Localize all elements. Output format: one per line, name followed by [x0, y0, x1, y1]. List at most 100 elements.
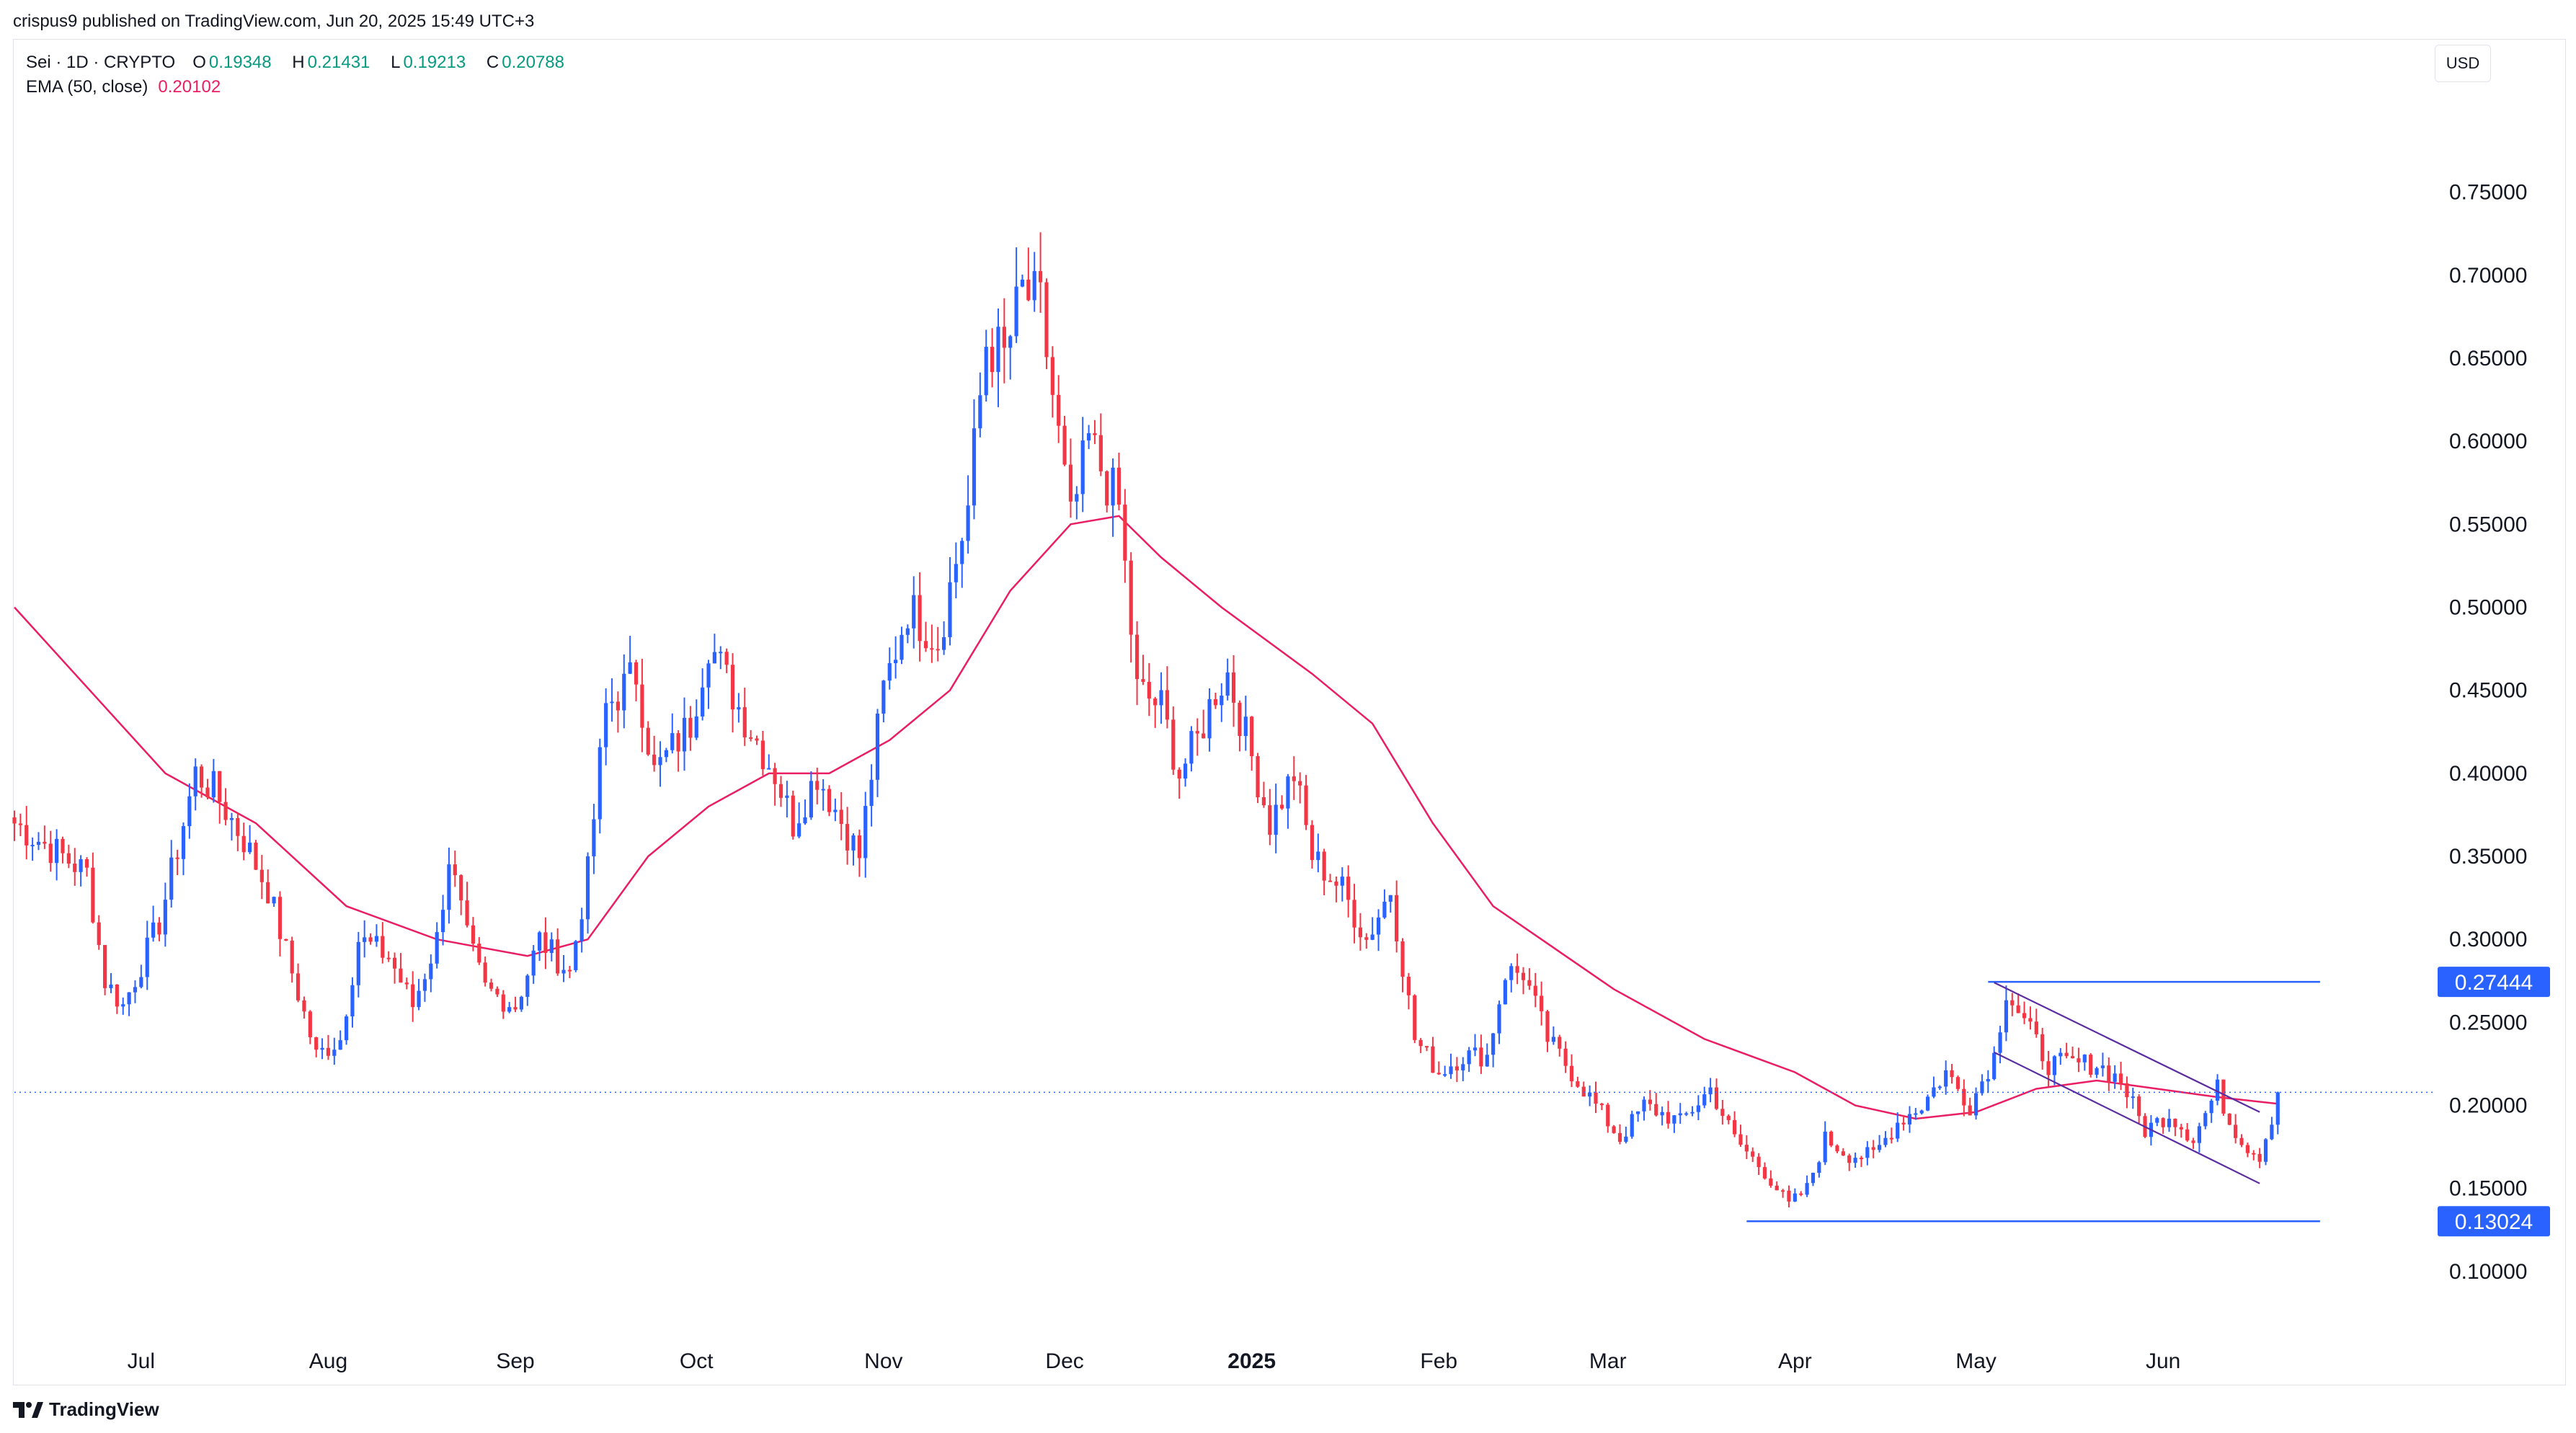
candle-body — [1057, 394, 1061, 426]
candle-down — [742, 688, 747, 746]
candle-body — [1968, 1105, 1972, 1116]
candle-body — [803, 817, 807, 824]
candle-body — [845, 824, 850, 851]
candle-body — [277, 897, 283, 939]
candle-up — [2215, 1074, 2220, 1106]
candle-up — [211, 758, 216, 803]
currency-button[interactable]: USD — [2435, 45, 2491, 82]
candle-body — [1165, 690, 1170, 720]
candle-up — [1937, 1085, 1942, 1090]
candle-body — [1865, 1147, 1870, 1158]
candle-body — [652, 754, 657, 766]
candle-up — [1491, 1032, 1496, 1068]
candle-down — [205, 778, 210, 799]
candle-down — [1479, 1034, 1483, 1074]
candle-down — [91, 852, 95, 924]
candle-body — [519, 996, 524, 1010]
candle-body — [1515, 966, 1519, 973]
candle-body — [1617, 1132, 1622, 1143]
candle-up — [767, 754, 771, 770]
candle-body — [833, 809, 838, 812]
candle-body — [290, 940, 294, 974]
candle-body — [1304, 785, 1308, 825]
candle-down — [845, 807, 850, 865]
candle-body — [1950, 1070, 1954, 1078]
candle-down — [791, 790, 795, 840]
candle-up — [338, 1030, 342, 1050]
candle-body — [815, 781, 820, 790]
candle-up — [1473, 1034, 1478, 1057]
candle-down — [266, 869, 270, 904]
candle-up — [2131, 1087, 2135, 1109]
candle-body — [1479, 1047, 1483, 1067]
candle-down — [223, 788, 228, 825]
candle-down — [254, 840, 258, 870]
candle-down — [2064, 1042, 2069, 1059]
candle-up — [1877, 1135, 1882, 1153]
candle-body — [676, 733, 680, 752]
candle-down — [652, 735, 657, 772]
candle-down — [1334, 876, 1338, 902]
candle-up — [79, 855, 83, 887]
candle-body — [894, 660, 898, 663]
candle-body — [489, 982, 494, 989]
candle-down — [1141, 655, 1145, 686]
candle-body — [163, 900, 167, 935]
candle-body — [320, 1047, 324, 1050]
candle-body — [1473, 1047, 1478, 1051]
candle-down — [1781, 1189, 1785, 1198]
candle-up — [2197, 1122, 2202, 1153]
candle-body — [2167, 1118, 2172, 1127]
candle-up — [1907, 1106, 1912, 1133]
candle-down — [1769, 1170, 1773, 1188]
candle-body — [1032, 271, 1036, 301]
candle-up — [332, 1037, 337, 1065]
candle-up — [706, 660, 711, 709]
candle-body — [2252, 1153, 2256, 1155]
price-tag: 0.27444 — [2438, 967, 2550, 998]
candle-up — [851, 833, 856, 866]
candle-down — [2137, 1094, 2141, 1124]
candle-body — [537, 932, 542, 951]
candle-body — [459, 875, 463, 901]
candle-up — [1636, 1111, 1640, 1122]
candle-down — [688, 706, 693, 751]
candle-body — [465, 900, 469, 926]
candle-body — [719, 652, 723, 654]
candle-down — [2257, 1148, 2262, 1168]
candle-down — [2179, 1124, 2183, 1138]
candle-body — [308, 1011, 312, 1037]
price-tag-box — [2438, 967, 2550, 998]
candle-body — [604, 703, 608, 747]
tradingview-logo[interactable]: TradingView — [13, 1398, 159, 1421]
channel-lower-line — [1994, 1051, 2260, 1184]
candle-down — [1581, 1081, 1586, 1097]
candle-up — [36, 832, 41, 851]
candle-body — [1841, 1151, 1845, 1156]
candle-up — [912, 576, 916, 649]
candle-body — [682, 717, 687, 752]
candle-body — [778, 784, 783, 798]
candle-body — [55, 838, 59, 864]
candle-body — [1105, 471, 1109, 506]
candle-up — [948, 556, 952, 646]
candle-body — [881, 680, 886, 714]
candle-up — [447, 847, 451, 924]
candle-down — [1955, 1075, 1960, 1091]
candle-down — [1292, 756, 1296, 800]
chart-legend: Sei · 1D · CRYPTO O 0.19348 H 0.21431 L 0.1… — [26, 50, 580, 99]
candle-body — [1751, 1151, 1755, 1157]
candle-body — [1896, 1122, 1900, 1139]
candle-body — [1075, 494, 1079, 502]
x-tick-label: May — [1955, 1349, 1997, 1373]
candle-body — [984, 347, 988, 396]
candle-body — [97, 922, 101, 945]
candle-down — [567, 965, 572, 978]
candle-body — [2095, 1068, 2099, 1075]
candle-body — [2137, 1096, 2141, 1117]
price-tag-label: 0.27444 — [2455, 971, 2533, 995]
candle-down — [1400, 938, 1405, 993]
x-tick-label: Nov — [864, 1349, 902, 1373]
candle-body — [1720, 1109, 1725, 1117]
